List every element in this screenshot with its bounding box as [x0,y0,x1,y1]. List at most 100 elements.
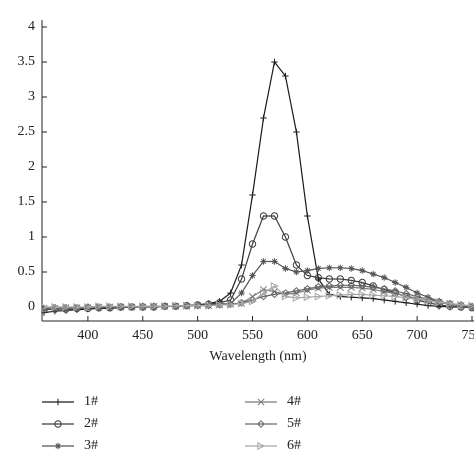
marker [381,274,388,281]
x-axis-label: Wavelength (nm) [209,349,307,364]
marker [248,240,257,248]
marker [347,276,355,285]
marker [391,292,400,301]
marker [402,284,410,291]
marker [54,420,62,428]
marker [281,292,290,301]
x-tick-label: 550 [242,328,263,343]
marker [293,128,300,136]
legend-label: 1# [84,394,98,409]
marker [271,258,278,265]
marker [282,265,289,272]
marker [238,289,245,297]
marker [204,301,213,310]
marker [358,282,367,290]
marker [248,297,257,306]
marker [326,264,333,271]
marker [237,299,246,308]
marker [446,299,455,308]
x-tick-label: 400 [77,328,98,343]
marker [402,293,411,302]
y-tick-label: 1 [28,229,35,244]
marker [62,302,71,312]
marker [259,212,268,220]
marker [304,267,311,274]
legend-label: 4# [287,394,301,409]
marker [314,292,323,301]
marker [292,293,301,302]
marker [435,298,444,307]
x-tick-label: 450 [132,328,153,343]
marker [303,293,312,302]
y-tick-label: 1.5 [18,194,36,209]
marker [161,302,170,311]
marker [270,212,279,220]
marker [402,289,411,298]
marker [215,300,224,309]
legend-label: 5# [287,416,301,431]
marker [237,275,246,283]
marker [413,301,421,308]
marker [468,301,474,310]
marker [435,297,443,306]
marker [84,302,93,312]
marker [391,298,399,305]
series-line [44,285,473,308]
y-tick-label: 2.5 [18,124,36,139]
marker [128,302,137,311]
marker [391,286,400,295]
x-tick-label: 700 [407,328,428,343]
marker [282,72,289,80]
marker [150,302,159,311]
y-tick-label: 0.5 [18,264,36,279]
marker [270,281,279,291]
marker [260,114,267,122]
marker [271,58,278,66]
marker [370,270,377,278]
marker [325,282,334,290]
legend-label: 6# [287,438,301,453]
marker [257,441,266,451]
marker [336,281,345,290]
y-tick-label: 0 [28,299,35,314]
marker [413,295,422,304]
marker [303,284,312,293]
x-tick-label: 500 [187,328,208,343]
marker [260,258,267,265]
y-tick-label: 3 [28,89,35,104]
legend-label: 2# [84,416,98,431]
marker [249,191,256,199]
marker [359,267,366,274]
marker [424,296,433,305]
marker [304,212,311,220]
marker [402,299,410,306]
marker [117,302,126,311]
marker [237,298,246,307]
marker [325,291,334,300]
marker [348,265,355,272]
marker [337,264,344,271]
marker [259,288,268,298]
marker [314,273,323,282]
marker [42,303,49,311]
marker [315,265,322,272]
marker [380,284,389,293]
marker [369,291,378,300]
marker [226,300,235,309]
marker [336,291,345,300]
marker [391,279,399,286]
legend-label: 3# [84,438,98,453]
marker [171,301,181,310]
marker [358,290,367,299]
marker [314,282,323,291]
marker [51,302,60,312]
marker [347,281,356,290]
marker [270,290,279,299]
marker [95,302,104,311]
marker [257,420,265,428]
marker [424,294,432,301]
marker [226,300,235,309]
marker [227,289,234,297]
marker [249,272,256,279]
